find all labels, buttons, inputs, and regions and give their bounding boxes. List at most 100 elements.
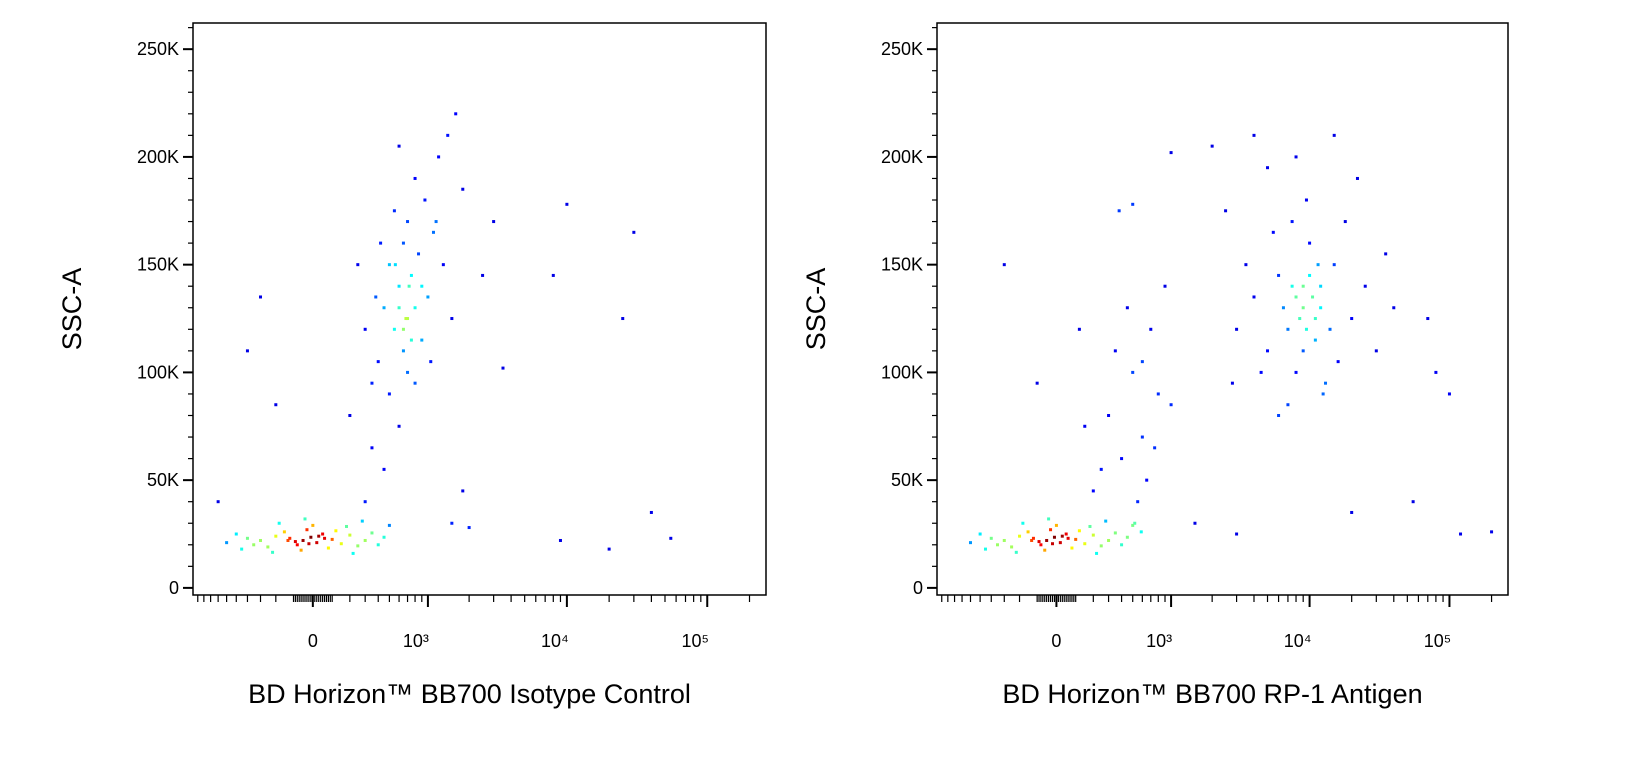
point — [1039, 543, 1043, 547]
point — [669, 536, 673, 540]
point — [1304, 327, 1308, 331]
point — [286, 538, 290, 542]
point — [1064, 532, 1068, 536]
point — [1047, 517, 1051, 521]
plot-frame — [936, 22, 1509, 596]
point — [1286, 327, 1290, 331]
point — [420, 284, 424, 288]
x-tick-label: 10⁴ — [541, 631, 569, 651]
point — [1355, 176, 1359, 180]
point — [392, 209, 396, 213]
y-tick-label: 50K — [147, 470, 179, 490]
point — [1099, 544, 1103, 548]
point — [1058, 541, 1062, 545]
point — [376, 543, 380, 547]
point — [363, 327, 367, 331]
point — [1136, 500, 1140, 504]
point — [1224, 209, 1228, 213]
point — [1266, 349, 1270, 353]
point — [216, 500, 220, 504]
point — [315, 541, 319, 545]
point — [326, 546, 330, 550]
point — [1447, 392, 1451, 396]
point — [370, 381, 374, 385]
point — [1301, 284, 1305, 288]
point — [1117, 209, 1121, 213]
point — [1316, 263, 1320, 267]
point — [1392, 306, 1396, 310]
x-tick-label: 10⁵ — [682, 631, 709, 651]
point — [1051, 542, 1055, 546]
point — [1169, 151, 1173, 155]
point — [481, 273, 485, 277]
point — [1277, 413, 1281, 417]
y-tick-label: 250K — [137, 39, 179, 59]
point — [1411, 500, 1415, 504]
point — [406, 370, 410, 374]
point — [317, 534, 321, 538]
point — [363, 538, 367, 542]
point — [1083, 424, 1087, 428]
point — [1002, 538, 1006, 542]
point — [301, 538, 305, 542]
point — [397, 144, 401, 148]
point — [1301, 349, 1305, 353]
point — [1002, 263, 1006, 267]
point — [1266, 166, 1270, 170]
point — [370, 531, 374, 535]
point — [1490, 530, 1494, 534]
y-axis-label: SSC-A — [57, 268, 87, 351]
point — [621, 317, 625, 321]
point — [370, 446, 374, 450]
point — [401, 241, 405, 245]
point — [426, 295, 430, 299]
point — [252, 543, 256, 547]
y-tick-label: 150K — [881, 255, 923, 275]
point — [245, 349, 249, 353]
point — [397, 306, 401, 310]
point — [1308, 241, 1312, 245]
point — [1091, 489, 1095, 493]
point — [409, 338, 413, 342]
point — [434, 220, 438, 224]
point — [1252, 295, 1256, 299]
point — [356, 544, 360, 548]
point — [978, 532, 982, 536]
point — [450, 521, 454, 525]
point — [450, 317, 454, 321]
point — [406, 220, 410, 224]
point — [1235, 327, 1239, 331]
point — [996, 543, 1000, 547]
point — [558, 538, 562, 542]
point — [259, 538, 263, 542]
point — [1252, 133, 1256, 137]
point — [1277, 273, 1281, 277]
point — [1060, 534, 1064, 538]
point — [1308, 273, 1312, 277]
point — [1107, 413, 1111, 417]
point — [309, 535, 313, 539]
point — [413, 306, 417, 310]
point — [1290, 284, 1294, 288]
point — [1363, 284, 1367, 288]
point — [1083, 542, 1087, 546]
point — [1319, 306, 1323, 310]
point — [1301, 306, 1305, 310]
point — [348, 413, 352, 417]
plot: 0 50K 100K 150K 200K 250K 0 10³ 10⁴ 10⁵ BD Horizon… — [801, 22, 1509, 709]
point — [1426, 317, 1430, 321]
point — [1294, 155, 1298, 159]
point — [1131, 523, 1135, 527]
point — [379, 241, 383, 245]
y-tick-label: 0 — [169, 578, 179, 598]
point — [1313, 317, 1317, 321]
point — [1304, 198, 1308, 202]
point — [1120, 457, 1124, 461]
point — [356, 263, 360, 267]
point — [1230, 381, 1234, 385]
point — [423, 198, 427, 202]
point — [467, 526, 471, 530]
point — [1113, 531, 1117, 535]
